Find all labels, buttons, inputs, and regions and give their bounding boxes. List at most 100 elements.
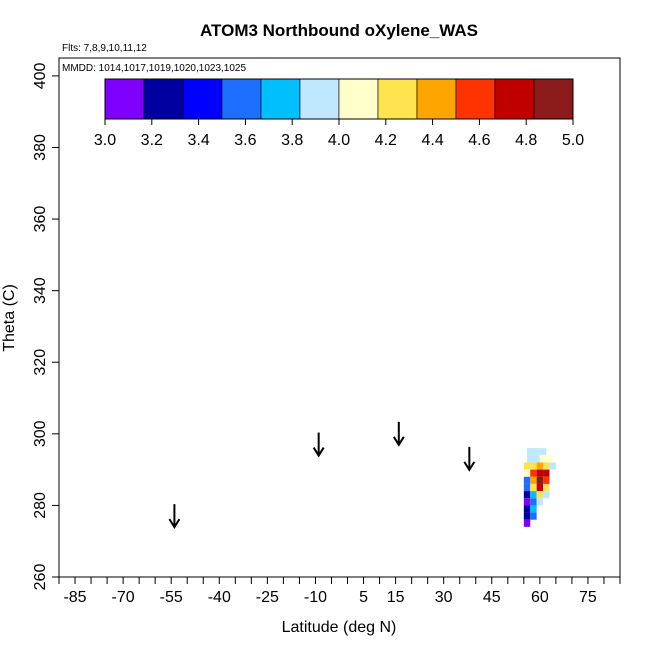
- x-tick-label: 15: [387, 589, 405, 606]
- y-axis: 260 280 300 320 340 360 380 400: [32, 62, 59, 590]
- colorbar-ticks: 3.0 3.2 3.4 3.6 3.8 4.0 4.2 4.4 4.6 4.8 5.0: [94, 119, 584, 149]
- heatmap-cell: [533, 455, 540, 463]
- y-tick-label: 340: [32, 277, 49, 304]
- colorbar-tick-label: 4.2: [375, 132, 397, 149]
- heatmap-cell: [530, 462, 537, 470]
- x-tick-label: 45: [483, 589, 501, 606]
- colorbar-tick-label: 3.2: [141, 132, 163, 149]
- y-tick-label: 300: [32, 420, 49, 447]
- x-tick-label: -55: [160, 589, 183, 606]
- heatmap-cell: [523, 469, 531, 477]
- x-axis: -85 -70 -55 -40 -25 -10 5 15 30 45 60 75: [58, 577, 621, 606]
- chart-title: ATOM3 Northbound oXylene_WAS: [200, 21, 478, 40]
- heatmap-cell: [539, 448, 547, 456]
- colorbar-swatch: [533, 78, 574, 120]
- colorbar-tick-label: 3.6: [234, 132, 256, 149]
- colorbar-tick-label: 4.4: [421, 132, 443, 149]
- heatmap-cell: [530, 476, 537, 484]
- x-axis-label: Latitude (deg N): [282, 619, 397, 636]
- plot-area: [58, 57, 621, 578]
- heatmap-cell: [527, 455, 534, 463]
- y-axis-label: Theta (C): [1, 284, 18, 352]
- arrow-markers: [168, 421, 476, 530]
- heatmap-cell: [523, 483, 531, 492]
- heatmap-cell: [530, 469, 537, 477]
- y-tick-label: 280: [32, 492, 49, 519]
- x-tick-label: -85: [63, 589, 86, 606]
- colorbar-tick-label: 4.6: [468, 132, 490, 149]
- colorbar-swatch: [494, 78, 535, 120]
- colorbar-tick-label: 4.0: [328, 132, 350, 149]
- heatmap-cell: [543, 469, 550, 477]
- heatmap-cell: [527, 448, 534, 456]
- heatmap-cell: [536, 491, 544, 499]
- heatmap-cell: [536, 498, 544, 506]
- colorbar-tick-label: 3.8: [281, 132, 303, 149]
- heatmap-cell: [523, 462, 531, 470]
- arrow-head: [392, 436, 405, 447]
- heatmap-cell: [530, 483, 537, 492]
- x-tick-label: -70: [112, 589, 135, 606]
- colorbar-swatch: [143, 78, 184, 120]
- y-tick-label: 360: [32, 206, 49, 233]
- colorbar-swatch: [182, 78, 223, 120]
- heatmap-cell: [536, 476, 544, 484]
- heatmap-cell: [543, 476, 550, 484]
- heatmap-cell: [536, 483, 544, 492]
- heatmap-cell: [523, 498, 531, 506]
- mmdd-label: MMDD: 1014,1017,1019,1020,1023,1025: [62, 63, 246, 74]
- colorbar-swatch: [455, 78, 496, 120]
- down-arrow-icon: [392, 421, 405, 447]
- heatmap-cell: [533, 448, 540, 456]
- colorbar-tick-label: 3.4: [187, 132, 209, 149]
- colorbar-tick-label: 4.8: [515, 132, 537, 149]
- colorbar-swatch: [416, 78, 457, 120]
- heatmap-cell: [523, 476, 531, 484]
- down-arrow-icon: [463, 446, 476, 472]
- x-tick-label: 75: [579, 589, 597, 606]
- heatmap-cell: [536, 469, 544, 477]
- colorbar-swatch: [221, 78, 262, 120]
- heatmap-cell: [543, 483, 550, 492]
- arrow-head: [168, 518, 181, 530]
- colorbar-swatch: [377, 78, 418, 120]
- arrow-head: [312, 447, 325, 458]
- heatmap-cell: [539, 455, 547, 463]
- heatmap-cell: [530, 498, 537, 506]
- heatmap-cells: [523, 448, 556, 527]
- colorbar-swatch: [104, 78, 145, 120]
- x-tick-label: 60: [531, 589, 549, 606]
- colorbar-tick-label: 3.0: [94, 132, 116, 149]
- flights-label: Flts: 7,8,9,10,11,12: [62, 43, 147, 54]
- x-tick-label: 5: [359, 589, 368, 606]
- heatmap-cell: [523, 519, 531, 527]
- x-tick-label: -40: [208, 589, 231, 606]
- heatmap-cell: [549, 462, 556, 470]
- heatmap-cell: [523, 505, 531, 513]
- x-tick-label: -10: [304, 589, 327, 606]
- colorbar-swatch: [260, 78, 301, 120]
- colorbar-swatch: [338, 78, 379, 120]
- down-arrow-icon: [312, 432, 325, 458]
- heatmap-cell: [530, 505, 537, 513]
- heatmap-cell: [543, 462, 550, 470]
- heatmap-cell: [530, 512, 537, 520]
- y-tick-label: 260: [32, 564, 49, 591]
- heatmap-cell: [530, 491, 537, 499]
- y-tick-label: 400: [32, 62, 49, 89]
- down-arrow-icon: [168, 504, 181, 530]
- x-tick-label: -25: [256, 589, 279, 606]
- y-tick-label: 320: [32, 349, 49, 376]
- heatmap-cell: [543, 491, 550, 499]
- y-tick-label: 380: [32, 134, 49, 161]
- colorbar: [104, 78, 574, 120]
- heatmap-cell: [546, 455, 553, 463]
- arrow-head: [463, 461, 476, 472]
- heatmap-cell: [523, 512, 531, 520]
- heatmap-cell: [523, 491, 531, 499]
- heatmap-cell: [536, 462, 544, 470]
- colorbar-swatch: [299, 78, 340, 120]
- colorbar-tick-label: 5.0: [562, 132, 584, 149]
- x-tick-label: 30: [435, 589, 453, 606]
